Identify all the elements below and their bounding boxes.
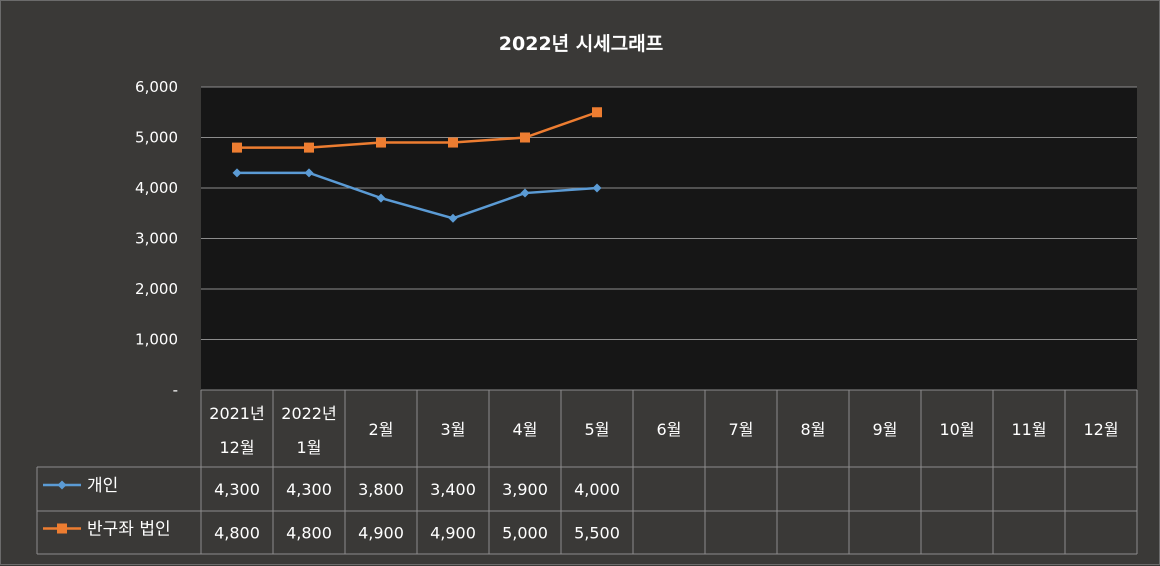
category-label-year: 2022년	[281, 404, 336, 423]
table-cell-value: 3,900	[502, 480, 548, 499]
y-axis-ticks: - 1,000 2,000 3,000 4,000 5,000 6,000	[135, 78, 178, 399]
series-line	[237, 171, 598, 220]
category-label-month: 11월	[1011, 420, 1046, 439]
legend-label: 반구좌 법인	[87, 520, 171, 540]
gridlines	[201, 86, 1137, 340]
table-cell-value: 3,400	[430, 480, 476, 499]
data-point	[232, 142, 242, 153]
y-tick-label: -	[173, 381, 178, 399]
table-cell-value: 4,800	[214, 524, 260, 543]
table-cell-value: 4,300	[286, 480, 332, 499]
category-label-month: 9월	[873, 420, 898, 439]
legend-label: 개인	[87, 476, 118, 496]
data-point	[448, 137, 458, 148]
table-cell-value: 3,800	[358, 480, 404, 499]
table-cell-value: 4,800	[286, 524, 332, 543]
category-label-month: 6월	[657, 420, 682, 439]
y-tick-label: 3,000	[135, 230, 178, 248]
y-tick-label: 6,000	[135, 78, 178, 96]
legend-key-marker	[57, 523, 67, 534]
data-table: 2021년 12월 2022년 1월 2월 3월 4월 5월 6월 7월 8월 9월 10월 11월 12월…	[36, 389, 1138, 555]
y-tick-label: 4,000	[135, 179, 178, 197]
data-point	[304, 142, 314, 153]
category-label-month: 12월	[1083, 420, 1118, 439]
table-cell-value: 4,900	[358, 524, 404, 543]
y-tick-label: 2,000	[135, 280, 178, 298]
data-point	[592, 183, 602, 193]
category-label-month: 8월	[801, 420, 826, 439]
data-point	[232, 168, 242, 178]
table-cell-value: 4,300	[214, 480, 260, 499]
table-cell-value: 4,900	[430, 524, 476, 543]
table-cell-value: 5,500	[574, 524, 620, 543]
category-label-month: 10월	[939, 420, 974, 439]
category-label-year: 2021년	[209, 404, 264, 423]
data-point	[592, 107, 602, 118]
data-point	[520, 188, 530, 198]
category-label-month: 1월	[297, 438, 322, 457]
y-tick-label: 1,000	[135, 331, 178, 349]
legend-key-marker	[57, 480, 67, 490]
y-tick-label: 5,000	[135, 129, 178, 147]
data-point	[376, 193, 386, 203]
category-label-month: 12월	[219, 438, 254, 457]
category-label-month: 5월	[585, 420, 610, 439]
category-label-month: 7월	[729, 420, 754, 439]
category-label-month: 3월	[441, 420, 466, 439]
category-label-month: 2월	[369, 420, 394, 439]
data-point	[520, 132, 530, 143]
data-point	[376, 137, 386, 148]
data-point	[304, 168, 314, 178]
series-line	[237, 111, 598, 149]
table-cell-value: 4,000	[574, 480, 620, 499]
data-point	[448, 213, 458, 223]
chart-title: 2022년 시세그래프	[499, 33, 663, 55]
category-label-month: 4월	[513, 420, 538, 439]
table-cell-value: 5,000	[502, 524, 548, 543]
